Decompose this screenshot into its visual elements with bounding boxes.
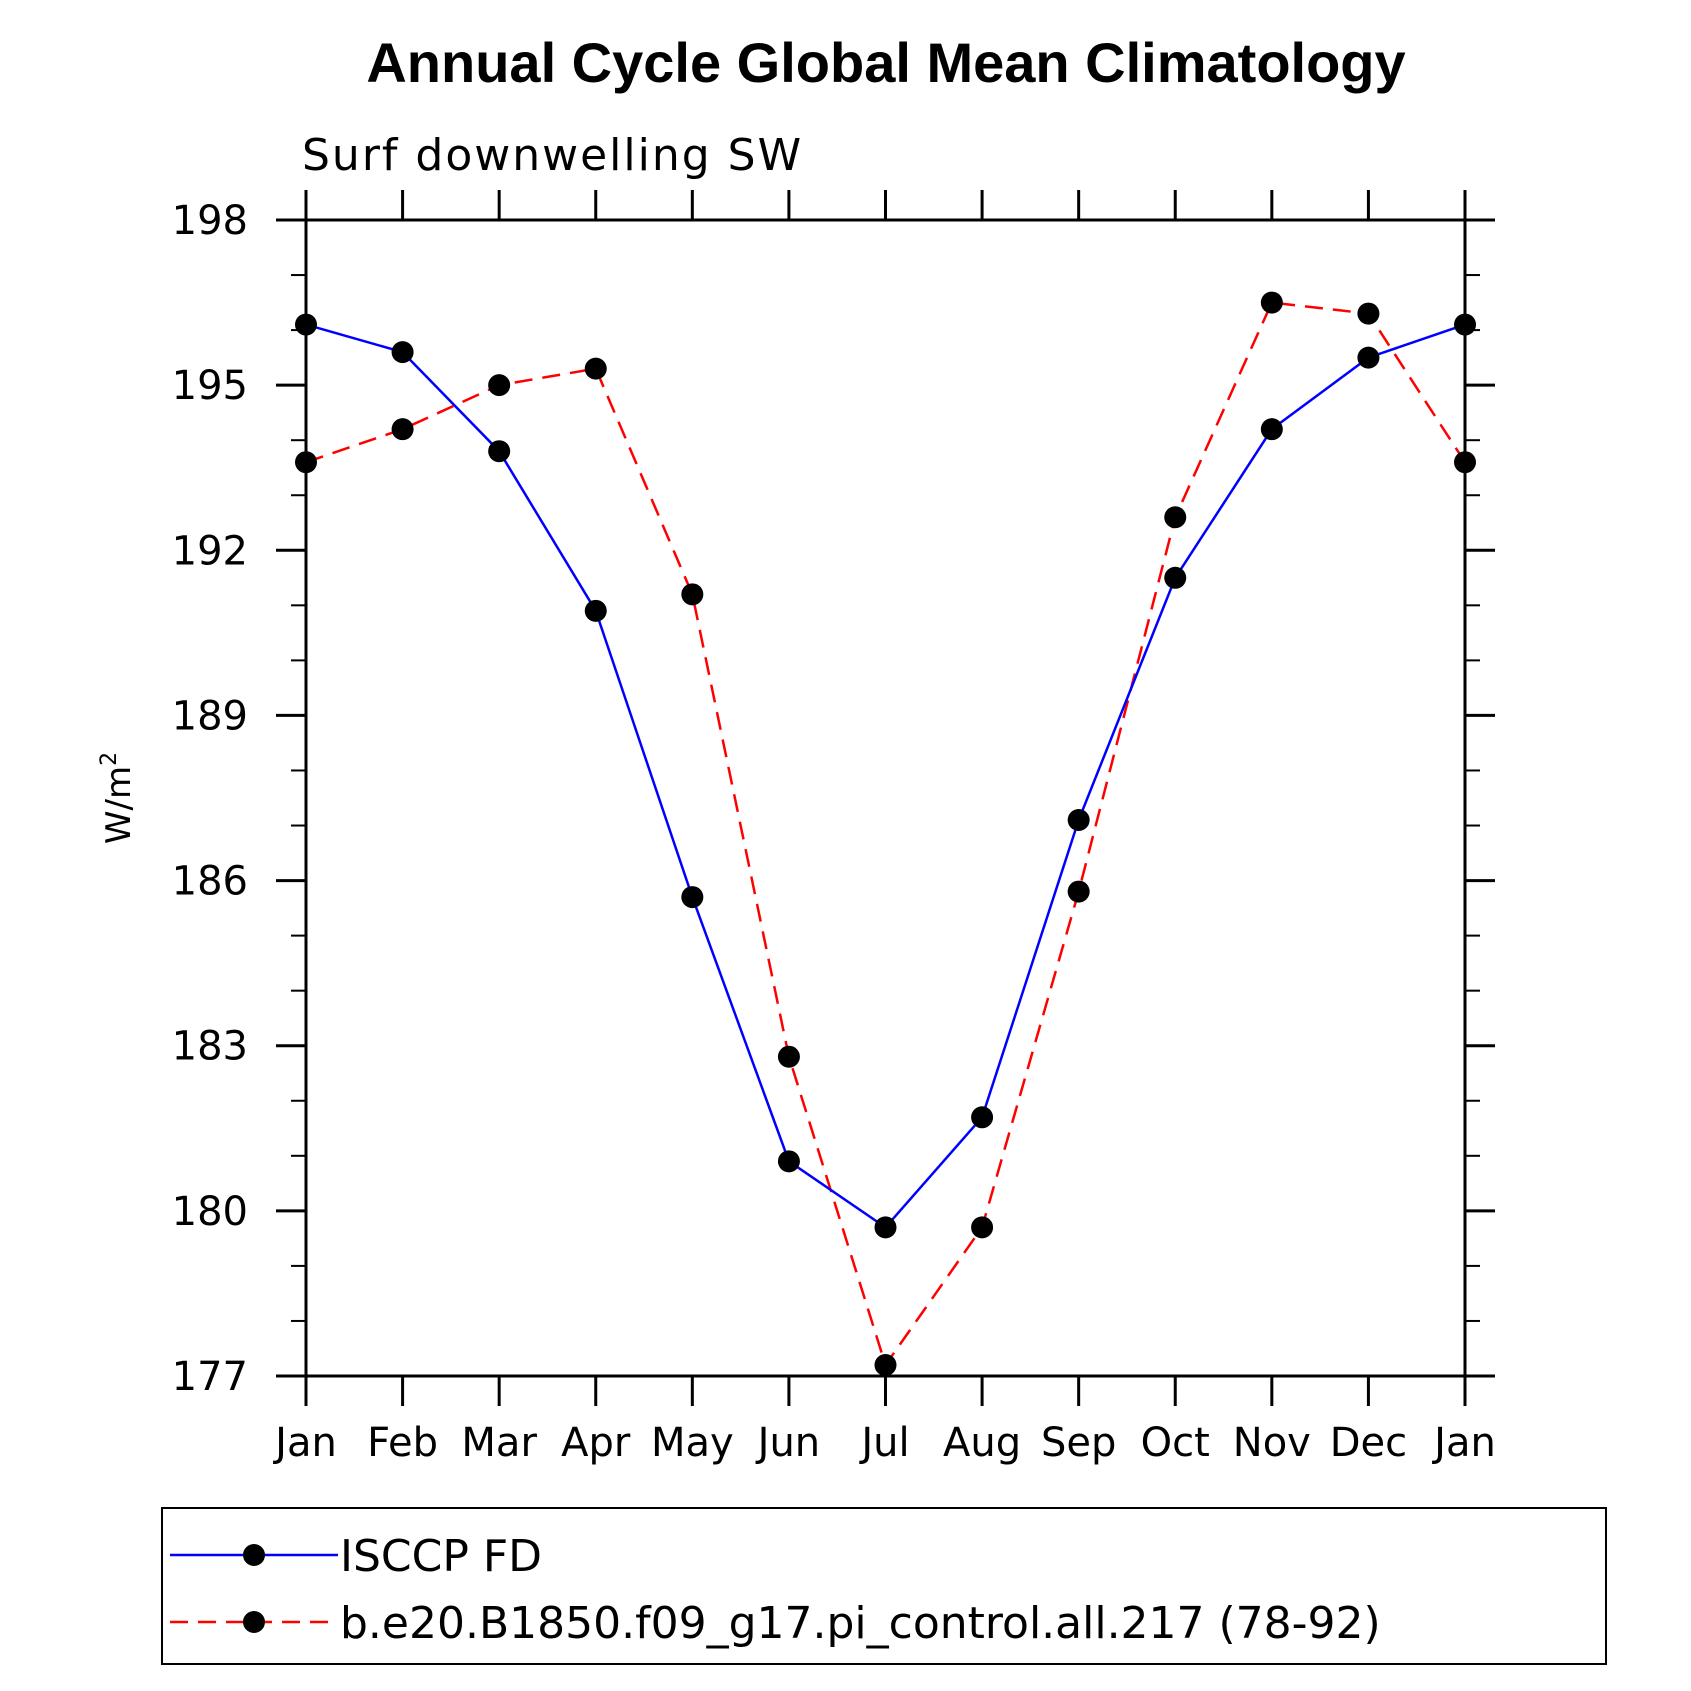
- x-tick-label: Jun: [755, 1420, 821, 1466]
- data-point: [1164, 506, 1187, 529]
- y-tick-label: 177: [172, 1354, 248, 1400]
- data-point: [1067, 880, 1090, 903]
- data-point: [681, 583, 704, 606]
- x-tick-label: Aug: [943, 1420, 1021, 1466]
- x-tick-label: Sep: [1041, 1420, 1116, 1466]
- x-tick-label: Jul: [858, 1420, 909, 1466]
- x-tick-label: Jan: [1431, 1420, 1496, 1466]
- y-axis: 177 180 183 186 189 192 195 198: [172, 198, 1495, 1400]
- chart-subtitle: Surf downwelling SW: [302, 130, 803, 181]
- y-axis-label: W/m2: [97, 752, 139, 844]
- x-tick-label: Jan: [272, 1420, 337, 1466]
- data-point: [1067, 809, 1090, 832]
- data-point: [584, 599, 607, 622]
- x-tick-label: Oct: [1141, 1420, 1210, 1466]
- data-point: [1260, 291, 1283, 314]
- data-point: [1454, 451, 1476, 474]
- y-axis-label-main: W/m: [99, 766, 139, 844]
- x-tick-label: Feb: [367, 1420, 438, 1466]
- data-point: [777, 1045, 800, 1068]
- x-tick-label: May: [651, 1420, 734, 1466]
- data-point: [391, 418, 414, 441]
- y-tick-label: 189: [172, 693, 248, 739]
- legend-marker-0: [243, 1544, 265, 1566]
- legend-entries: ISCCP FD b.e20.B1850.f09_g17.pi_control.a…: [170, 1531, 1381, 1649]
- legend-marker-1: [243, 1611, 265, 1633]
- data-point: [681, 886, 704, 909]
- y-tick-label: 183: [172, 1024, 248, 1070]
- data-point: [488, 374, 511, 397]
- legend-label: b.e20.B1850.f09_g17.pi_control.all.217 (…: [340, 1598, 1381, 1649]
- x-tick-label: Mar: [461, 1420, 537, 1466]
- data-point: [971, 1106, 994, 1129]
- series-line-0: [305, 323, 1466, 1230]
- data-point: [777, 1150, 800, 1173]
- chart-title: Annual Cycle Global Mean Climatology: [366, 31, 1405, 94]
- data-point: [295, 313, 317, 336]
- series-layer: [295, 291, 1476, 1376]
- x-axis: Jan Feb Mar Apr May Jun Jul Aug Sep Oct Nov Dec Jan: [272, 190, 1496, 1466]
- x-tick-label: Nov: [1233, 1420, 1311, 1466]
- y-tick-label: 195: [172, 363, 248, 409]
- data-point: [1164, 566, 1187, 589]
- data-point: [1454, 313, 1476, 336]
- y-tick-label: 198: [172, 198, 248, 244]
- data-point: [488, 440, 511, 463]
- y-axis-label-sup: 2: [97, 752, 122, 766]
- legend-box: [161, 1507, 1607, 1665]
- legend: ISCCP FD b.e20.B1850.f09_g17.pi_control.a…: [161, 1507, 1607, 1665]
- data-point: [1357, 302, 1380, 325]
- data-point: [1357, 346, 1380, 369]
- plot-area: [304, 218, 1467, 1378]
- data-point: [584, 357, 607, 380]
- data-point: [391, 341, 414, 364]
- y-tick-label: 186: [172, 859, 248, 905]
- series-line-1: [305, 301, 1467, 1368]
- legend-label: ISCCP FD: [340, 1531, 542, 1582]
- x-tick-label: Apr: [561, 1420, 631, 1466]
- data-point: [874, 1353, 897, 1376]
- data-point: [874, 1216, 897, 1239]
- x-tick-label: Dec: [1330, 1420, 1407, 1466]
- plot-frame: [304, 218, 1467, 1378]
- data-point: [1260, 418, 1283, 441]
- data-point: [295, 451, 317, 474]
- y-tick-label: 192: [172, 528, 248, 574]
- data-point: [971, 1216, 994, 1239]
- y-tick-label: 180: [172, 1189, 248, 1235]
